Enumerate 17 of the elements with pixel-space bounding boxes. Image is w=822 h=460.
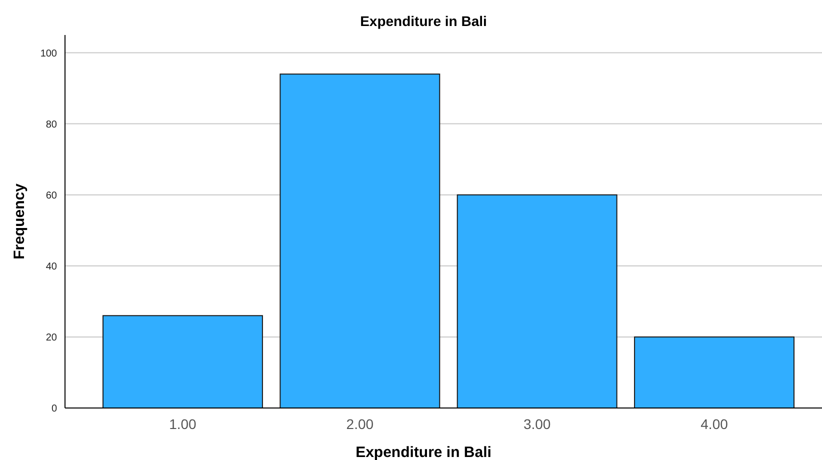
x-tick-label: 2.00 bbox=[346, 416, 374, 432]
y-tick-label: 60 bbox=[46, 190, 58, 202]
bar bbox=[634, 336, 794, 408]
x-tick-label: 3.00 bbox=[523, 416, 551, 432]
chart-title: Expenditure in Bali bbox=[360, 13, 487, 29]
y-tick-label: 80 bbox=[46, 119, 58, 130]
y-axis-title: Frequency bbox=[11, 182, 28, 260]
x-axis-title: Expenditure in Bali bbox=[356, 444, 492, 460]
y-tick-label: 100 bbox=[40, 48, 58, 60]
bar bbox=[456, 194, 618, 408]
bar bbox=[102, 315, 263, 408]
x-tick-label: 1.00 bbox=[169, 416, 197, 432]
x-tick-label: 4.00 bbox=[700, 416, 728, 432]
y-tick-label: 40 bbox=[46, 261, 58, 272]
bar bbox=[280, 74, 440, 408]
y-tick-label: 20 bbox=[46, 332, 58, 344]
y-tick-label: 0 bbox=[51, 404, 58, 414]
